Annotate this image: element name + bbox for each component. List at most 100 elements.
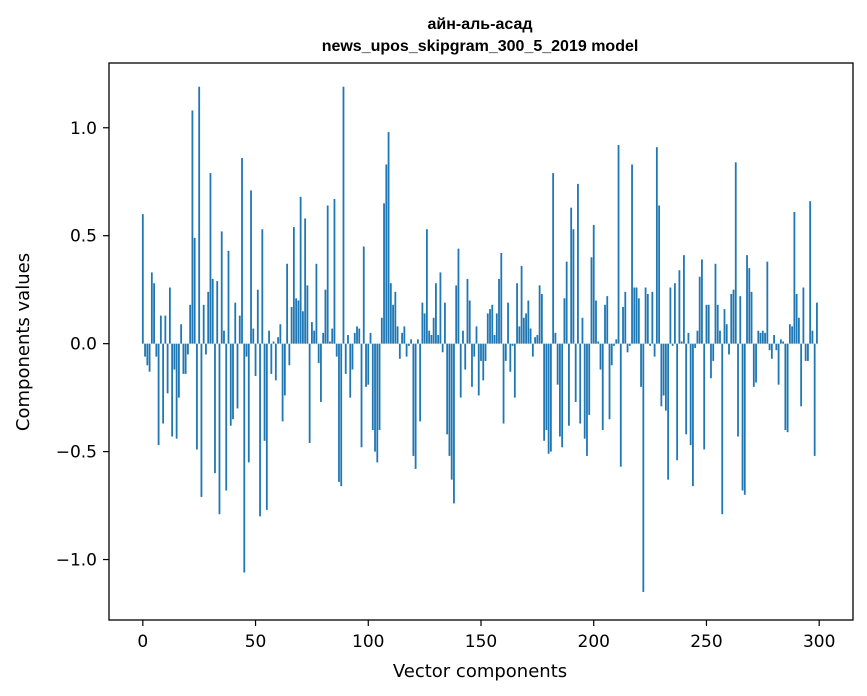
- bar-component-53: [261, 229, 264, 344]
- bar-component-44: [241, 157, 243, 344]
- bar-component-151: [482, 343, 485, 381]
- bar-component-104: [376, 343, 379, 463]
- x-axis-label: Vector components: [393, 661, 567, 682]
- bar-component-139: [455, 285, 458, 344]
- bar-component-173: [531, 343, 534, 357]
- bar-component-65: [288, 343, 291, 366]
- bar-component-231: [662, 343, 665, 396]
- bar-component-27: [202, 304, 205, 344]
- bar-component-127: [428, 330, 431, 344]
- bar-component-266: [741, 343, 744, 491]
- bar-component-95: [356, 326, 358, 344]
- bar-component-94: [353, 332, 356, 344]
- bar-component-160: [502, 343, 505, 424]
- bar-component-197: [586, 343, 588, 456]
- bar-component-294: [804, 343, 807, 361]
- bar-component-46: [245, 343, 248, 357]
- x-tick-label: 300: [803, 632, 835, 652]
- bar-component-129: [432, 317, 435, 344]
- bar-component-167: [518, 326, 521, 344]
- bar-component-182: [552, 173, 555, 344]
- bar-component-263: [734, 162, 737, 344]
- bar-component-49: [252, 328, 255, 344]
- bar-component-84: [331, 328, 334, 344]
- bar-component-109: [387, 132, 390, 344]
- bar-component-269: [748, 268, 751, 344]
- bar-component-30: [209, 173, 212, 344]
- bar-component-99: [365, 343, 367, 387]
- bar-component-213: [622, 306, 624, 344]
- bar-component-196: [583, 343, 586, 439]
- bar-component-61: [279, 324, 282, 344]
- bar-component-193: [577, 183, 579, 344]
- bar-component-154: [489, 309, 491, 344]
- bar-component-212: [619, 343, 622, 467]
- bar-component-36: [223, 330, 225, 344]
- bar-component-222: [642, 343, 645, 592]
- bar-component-24: [196, 343, 198, 450]
- bar-component-199: [590, 257, 593, 344]
- bar-component-68: [295, 298, 298, 344]
- bar-component-238: [678, 270, 681, 344]
- bar-component-31: [211, 278, 214, 344]
- bar-component-291: [797, 317, 800, 344]
- bar-component-267: [743, 343, 746, 495]
- bar-component-21: [189, 304, 192, 344]
- bar-component-175: [536, 335, 539, 344]
- bar-component-2: [146, 343, 149, 366]
- bar-component-244: [692, 343, 694, 487]
- bar-component-214: [624, 291, 627, 344]
- bar-component-246: [696, 330, 699, 344]
- bar-component-58: [272, 341, 275, 344]
- bar-component-145: [468, 300, 471, 344]
- bar-component-298: [813, 343, 816, 456]
- bar-component-227: [653, 343, 656, 357]
- bar-component-278: [768, 343, 771, 351]
- bar-component-264: [737, 343, 739, 437]
- bar-component-62: [281, 343, 284, 422]
- bar-component-172: [529, 328, 532, 344]
- bar-component-14: [173, 343, 176, 370]
- bar-component-150: [480, 343, 482, 361]
- bar-component-117: [405, 343, 408, 357]
- bar-component-12: [168, 287, 171, 344]
- bar-component-123: [419, 343, 422, 422]
- bar-component-164: [511, 343, 514, 346]
- bar-component-177: [540, 294, 543, 344]
- bar-component-54: [263, 343, 266, 441]
- bar-component-237: [676, 343, 679, 461]
- bar-component-169: [522, 317, 525, 344]
- bar-component-272: [755, 343, 757, 383]
- bar-component-234: [669, 287, 672, 344]
- bar-component-254: [714, 263, 717, 344]
- bar-component-144: [466, 278, 469, 344]
- bar-component-178: [543, 343, 546, 441]
- bar-component-280: [773, 335, 775, 344]
- bar-component-107: [383, 203, 385, 344]
- bar-component-248: [701, 259, 703, 344]
- bar-component-203: [599, 343, 602, 370]
- bar-component-70: [299, 196, 302, 344]
- bar-component-288: [791, 326, 794, 344]
- bar-component-131: [437, 335, 440, 344]
- bar-component-268: [746, 255, 748, 344]
- bar-component-216: [628, 343, 631, 346]
- bar-component-75: [311, 322, 313, 344]
- bar-component-159: [500, 252, 503, 344]
- bar-component-187: [563, 298, 566, 344]
- bar-component-218: [633, 287, 636, 344]
- bar-component-64: [286, 263, 289, 344]
- bar-component-73: [306, 285, 309, 344]
- bar-component-247: [698, 276, 701, 344]
- bar-component-292: [800, 343, 803, 407]
- bar-component-181: [549, 343, 552, 452]
- bar-component-66: [290, 306, 293, 344]
- bar-component-224: [646, 294, 649, 344]
- chart-title-line2: news_upos_skipgram_300_5_2019 model: [322, 38, 639, 55]
- bar-component-232: [664, 343, 667, 411]
- y-tick-label: −1.0: [56, 551, 97, 571]
- bar-component-57: [270, 343, 273, 374]
- bar-component-26: [200, 343, 203, 497]
- bar-component-286: [786, 343, 789, 433]
- bar-component-209: [613, 343, 615, 346]
